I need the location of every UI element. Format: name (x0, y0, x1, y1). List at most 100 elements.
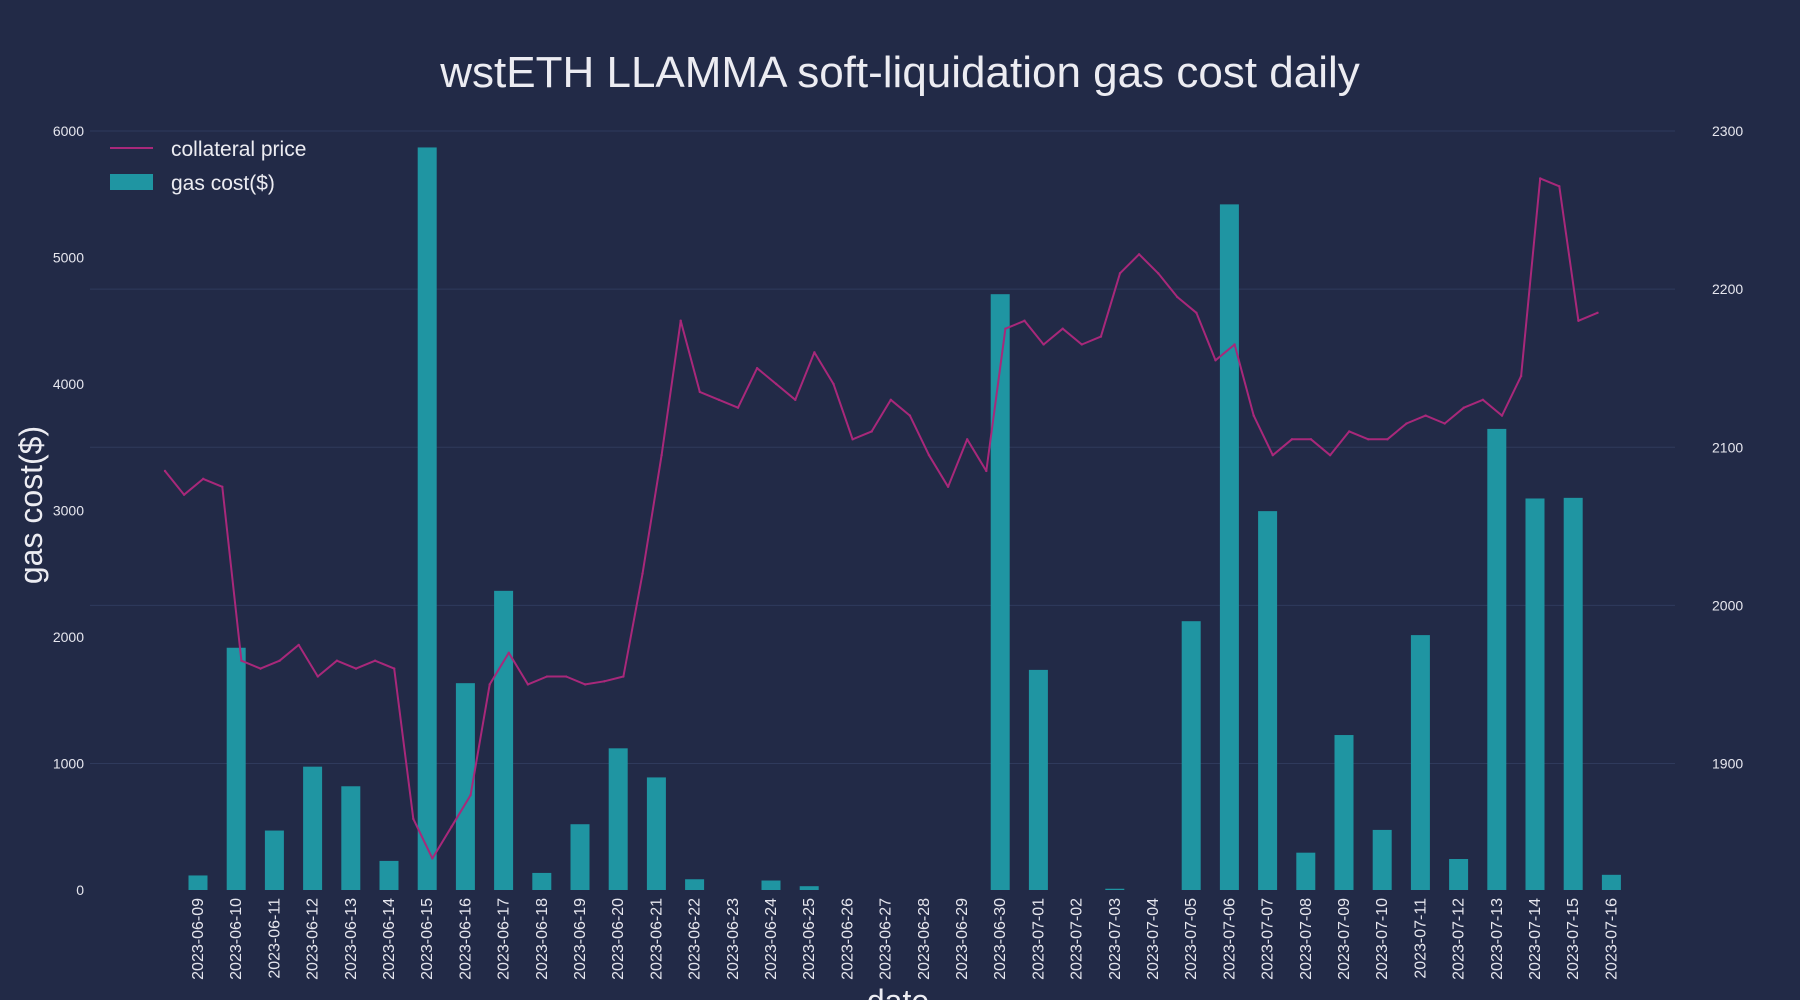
price-point-2023-06-25 12:00 (794, 398, 797, 402)
price-point-2023-07-15 (1539, 177, 1542, 180)
bar-2023-06-21 (646, 777, 666, 890)
price-point-2023-06-17 12:00 (488, 683, 491, 686)
legend-collateral-price: collateral price (171, 138, 306, 161)
y-left-tick-label: 0 (76, 882, 84, 898)
bar-2023-06-19 (570, 824, 590, 890)
chart-title: wstETH LLAMMA soft-liquidation gas cost … (439, 48, 1360, 97)
grid-lines (90, 130, 1675, 764)
price-point-2023-06-12 12:00 (297, 643, 300, 647)
line-series (163, 177, 1599, 860)
price-point-2023-07-05 12:00 (1176, 295, 1179, 299)
bar-2023-07-11 (1410, 635, 1430, 890)
price-point-2023-07-10 12:00 (1367, 438, 1370, 441)
bar-2023-06-13 (341, 786, 361, 890)
price-point-2023-06-15 12:00 (412, 817, 415, 821)
price-point-2023-07-01 12:00 (1023, 319, 1026, 322)
collateral-price-line (164, 177, 1598, 860)
price-point-2023-07-04 (1118, 272, 1122, 275)
bar-series (188, 147, 1621, 890)
price-point-2023-07-14 12:00 (1519, 374, 1523, 378)
bar-2023-06-14 (379, 860, 399, 890)
price-point-2023-06-28 (889, 398, 892, 402)
y-left-tick-label: 2000 (53, 629, 84, 645)
price-point-2023-06-10 12:00 (221, 485, 224, 488)
x-tick-label: 2023-06-11 (266, 898, 283, 979)
price-point-2023-07-09 12:00 (1328, 453, 1332, 457)
price-point-2023-06-23 (698, 390, 701, 394)
x-tick-label: 2023-06-30 (992, 898, 1009, 980)
price-point-2023-06-14 12:00 (373, 659, 377, 662)
bar-2023-06-12 (303, 766, 323, 890)
x-tick-label: 2023-07-13 (1489, 898, 1506, 980)
price-point-2023-07-06 (1195, 311, 1198, 315)
price-point-2023-07-03 12:00 (1099, 335, 1103, 338)
price-point-2023-07-07 (1233, 343, 1236, 346)
x-tick-label: 2023-06-13 (343, 898, 360, 980)
bar-2023-07-16 (1601, 874, 1621, 890)
price-point-2023-06-17 (469, 793, 472, 797)
y-right-tick-label: 2200 (1712, 281, 1743, 297)
x-tick-label: 2023-06-14 (381, 898, 398, 980)
price-point-2023-07-16 (1577, 319, 1580, 322)
bar-2023-06-18 (532, 872, 552, 890)
x-tick-label: 2023-06-17 (496, 898, 513, 980)
x-tick-label: 2023-07-12 (1451, 898, 1468, 980)
bar-2023-06-15 (417, 147, 437, 890)
x-tick-label: 2023-07-02 (1069, 898, 1086, 980)
price-point-2023-07-13 12:00 (1481, 398, 1485, 402)
x-tick-label: 2023-07-09 (1336, 898, 1353, 980)
x-tick-label: 2023-06-12 (305, 898, 322, 980)
price-point-2023-06-21 12:00 (641, 572, 644, 575)
price-point-2023-06-19 (545, 675, 549, 678)
price-point-2023-06-11 (240, 659, 243, 662)
bar-2023-06-30 (990, 294, 1010, 890)
price-point-2023-06-13 12:00 (335, 659, 339, 662)
bar-2023-07-10 (1372, 829, 1392, 890)
price-point-2023-06-09 (163, 469, 167, 473)
price-point-2023-06-23 12:00 (717, 398, 721, 402)
y-right-tick-label: 2000 (1712, 597, 1743, 613)
price-point-2023-07-13 (1462, 406, 1466, 409)
price-point-2023-07-04 12:00 (1137, 253, 1141, 256)
price-point-2023-06-28 12:00 (908, 414, 912, 417)
price-point-2023-07-12 12:00 (1443, 422, 1446, 425)
price-point-2023-07-03 (1080, 343, 1084, 346)
price-point-2023-06-26 (813, 351, 816, 354)
bar-2023-06-22 (685, 879, 705, 890)
y-right-tick-label: 2100 (1712, 439, 1743, 455)
bar-2023-07-09 (1334, 735, 1354, 890)
price-point-2023-06-19 12:00 (564, 675, 568, 678)
y-axis-label: gas cost($) (13, 426, 49, 584)
price-point-2023-06-29 12:00 (946, 485, 950, 488)
price-point-2023-06-26 12:00 (832, 382, 835, 386)
price-point-2023-07-11 (1386, 438, 1389, 441)
x-tick-label: 2023-06-18 (534, 898, 551, 980)
price-point-2023-06-24 (736, 406, 740, 409)
bar-2023-07-08 (1296, 852, 1316, 890)
price-point-2023-06-18 12:00 (526, 683, 530, 686)
price-point-2023-06-16 12:00 (450, 825, 453, 828)
bar-2023-07-15 (1563, 497, 1583, 890)
x-tick-label: 2023-06-15 (419, 898, 436, 980)
y-right-tick-label: 2300 (1712, 123, 1743, 139)
bar-2023-06-20 (608, 748, 628, 890)
x-tick-label: 2023-06-21 (648, 898, 665, 980)
price-point-2023-07-05 (1157, 272, 1160, 275)
x-tick-label: 2023-06-16 (457, 898, 474, 980)
price-point-2023-07-02 12:00 (1061, 327, 1064, 330)
x-tick-label: 2023-06-25 (801, 898, 818, 980)
x-tick-label: 2023-06-23 (725, 898, 742, 980)
price-point-2023-07-09 (1309, 438, 1313, 441)
y-right-tick-label: 1900 (1712, 756, 1743, 772)
legend-bar-swatch (110, 174, 153, 190)
price-point-2023-06-30 12:00 (985, 469, 988, 473)
x-tick-label: 2023-07-16 (1603, 898, 1620, 980)
price-point-2023-07-10 (1348, 430, 1351, 433)
price-point-2023-06-13 (316, 675, 319, 678)
price-point-2023-06-20 12:00 (603, 680, 606, 683)
bar-2023-06-16 (455, 683, 475, 890)
bar-2023-07-06 (1219, 204, 1239, 890)
price-point-2023-06-24 12:00 (755, 366, 759, 370)
bar-2023-07-07 (1258, 511, 1278, 890)
